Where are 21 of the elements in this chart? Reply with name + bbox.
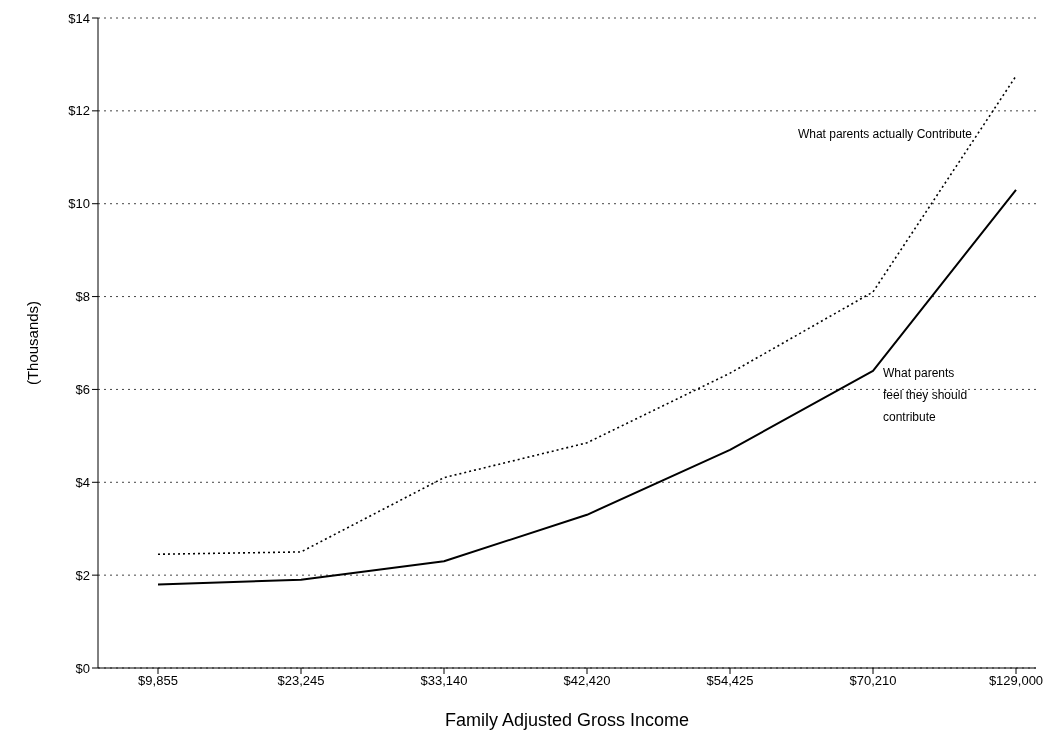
series-label: What parents feel they should contribute: [883, 365, 968, 424]
line-series: [157, 188, 1017, 586]
y-tick-label: $2: [75, 567, 90, 583]
x-tick-label: $23,245: [277, 673, 325, 689]
x-tick-label: $129,000: [988, 673, 1044, 689]
y-tick-label: $14: [68, 10, 90, 26]
y-tick-label: $4: [75, 474, 90, 490]
x-axis-title: Family Adjusted Gross Income: [444, 710, 690, 730]
y-tick-label: $6: [75, 382, 90, 398]
series-label: What parents actually Contribute: [797, 127, 973, 142]
x-tick-label: $9,855: [138, 673, 178, 689]
x-tick-label: $42,420: [563, 673, 611, 689]
x-tick-label: $33,140: [420, 673, 468, 689]
y-tick-label: $12: [68, 103, 90, 119]
line-series: [157, 75, 1017, 556]
y-tick-label: $8: [75, 289, 90, 305]
y-tick-label: $0: [75, 660, 90, 676]
y-axis-title: (Thousands): [24, 300, 42, 386]
x-tick-label: $70,210: [849, 673, 897, 689]
x-tick-label: $54,425: [706, 673, 754, 689]
y-tick-label: $10: [68, 196, 90, 212]
